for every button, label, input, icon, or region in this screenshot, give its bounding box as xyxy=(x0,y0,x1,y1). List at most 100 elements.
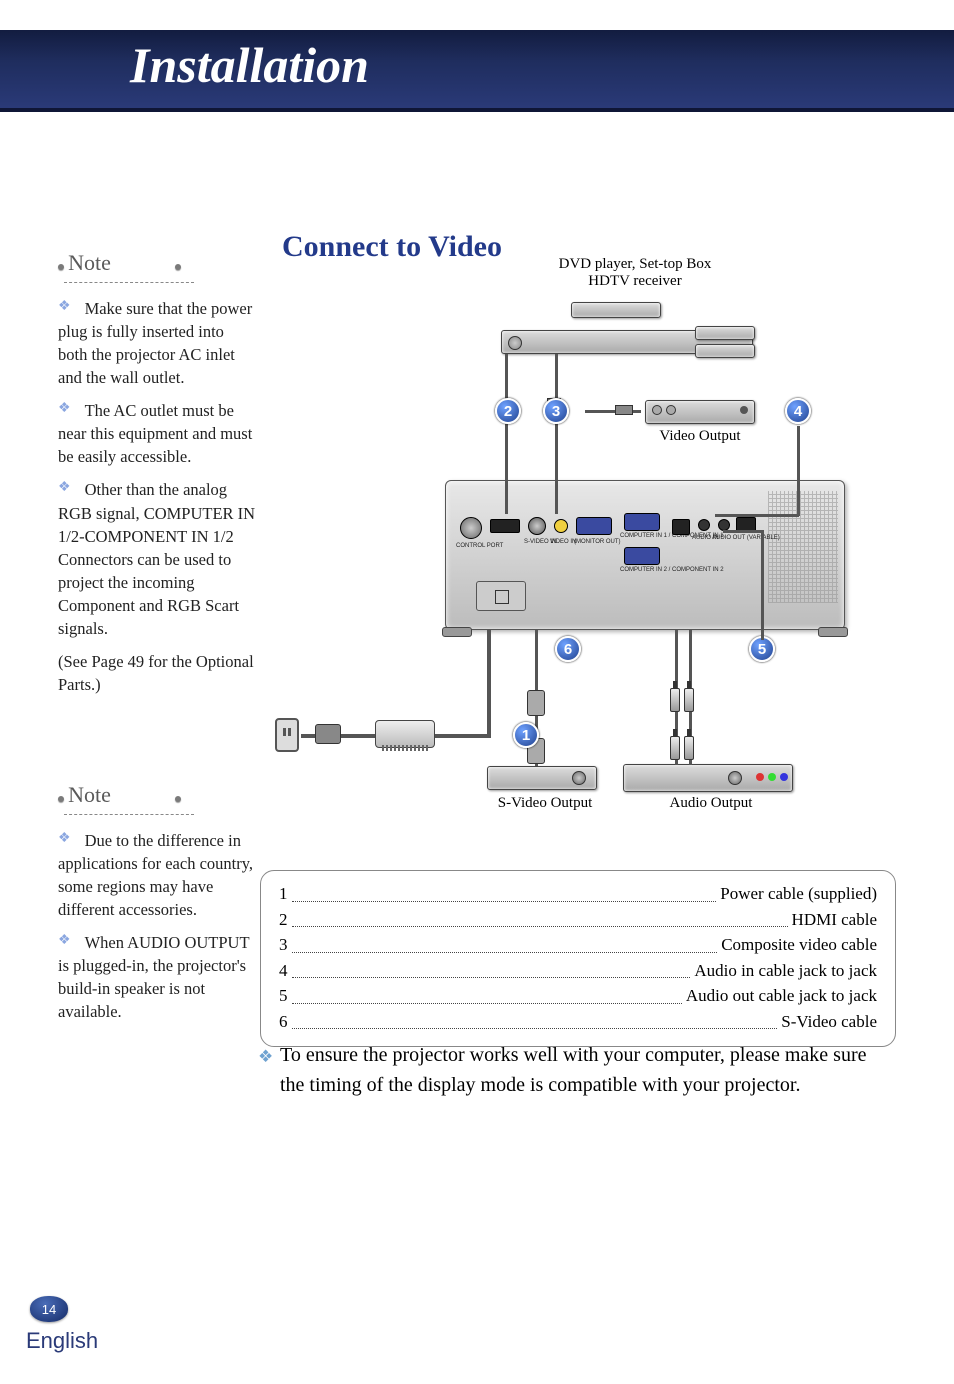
video-output-device xyxy=(645,400,755,424)
legend-num: 6 xyxy=(279,1009,288,1035)
speaker-grill xyxy=(768,491,838,603)
audio-in-cable-v xyxy=(797,426,800,516)
rca-connector xyxy=(684,688,694,712)
legend-row: 6 S-Video cable xyxy=(279,1009,877,1035)
computer-in-2-port xyxy=(624,547,660,565)
note-footnote: (See Page 49 for the Optional Parts.) xyxy=(58,650,256,696)
monitor-out-port xyxy=(576,517,612,535)
composite-cable xyxy=(555,354,558,514)
title-bar: Installation xyxy=(0,30,954,120)
power-cable xyxy=(487,630,491,738)
legend-num: 2 xyxy=(279,907,288,933)
diagram-marker-4: 4 xyxy=(785,398,811,424)
legend-row: 5 Audio out cable jack to jack xyxy=(279,983,877,1009)
legend-dots xyxy=(292,983,682,1004)
projector-foot xyxy=(442,627,472,637)
power-plug xyxy=(315,724,341,744)
audio-device xyxy=(623,764,793,792)
port-label: CONTROL PORT xyxy=(456,543,503,549)
rca-connector xyxy=(684,736,694,760)
legend-row: 4 Audio in cable jack to jack xyxy=(279,958,877,984)
note-text: When AUDIO OUTPUT is plugged-in, the pro… xyxy=(58,933,249,1021)
legend-dots xyxy=(292,932,718,953)
page-footer: 14 English xyxy=(30,1296,98,1354)
note-text: Make sure that the power plug is fully i… xyxy=(58,299,252,387)
note-item: ❖The AC outlet must be near this equipme… xyxy=(58,399,256,468)
diagram-marker-6: 6 xyxy=(555,636,581,662)
diamond-bullet-icon: ❖ xyxy=(58,297,71,317)
label-line: HDTV receiver xyxy=(588,273,681,289)
svideo-connector xyxy=(527,690,545,716)
svideo-port xyxy=(528,517,546,535)
note-item: ❖Make sure that the power plug is fully … xyxy=(58,297,256,389)
page-number: 14 xyxy=(30,1296,68,1322)
note-heading-1: Note xyxy=(68,248,111,279)
power-adapter xyxy=(375,720,435,748)
audio-out-cable-v xyxy=(761,530,764,640)
port-label: VIDEO IN xyxy=(550,539,576,545)
video-output-label: Video Output xyxy=(645,428,755,445)
cable-legend: 1 Power cable (supplied) 2 HDMI cable 3 Com… xyxy=(260,870,896,1047)
hdmi-cable xyxy=(505,354,508,514)
pin-icon xyxy=(58,264,64,270)
port-label: COMPUTER IN 2 / COMPONENT IN 2 xyxy=(620,567,724,573)
rca-connector xyxy=(670,688,680,712)
legend-num: 4 xyxy=(279,958,288,984)
note-heading-2: Note xyxy=(68,780,111,811)
note-sidebar-1: Note ❖Make sure that the power plug is f… xyxy=(58,248,256,706)
page-title: Installation xyxy=(130,36,369,94)
lan-port xyxy=(672,519,690,535)
hdmi-port xyxy=(490,519,520,533)
control-port xyxy=(460,517,482,539)
audio-in-port xyxy=(698,519,710,531)
note-item: ❖When AUDIO OUTPUT is plugged-in, the pr… xyxy=(58,931,258,1023)
legend-label: Power cable (supplied) xyxy=(720,881,877,907)
svideo-device xyxy=(487,766,597,790)
note-text: Other than the analog RGB signal, COMPUT… xyxy=(58,480,255,638)
diagram-marker-1: 1 xyxy=(513,722,539,748)
closing-note: ❖ To ensure the projector works well wit… xyxy=(280,1040,880,1100)
legend-dots xyxy=(292,881,717,902)
port-label: (MONITOR OUT) xyxy=(574,539,621,545)
device-box xyxy=(571,302,661,318)
legend-label: Audio out cable jack to jack xyxy=(686,983,877,1009)
legend-dots xyxy=(292,1009,778,1030)
legend-label: HDMI cable xyxy=(792,907,877,933)
computer-in-1-port xyxy=(624,513,660,531)
power-inlet xyxy=(476,581,526,611)
video-port xyxy=(554,519,568,533)
legend-num: 5 xyxy=(279,983,288,1009)
note-text: Due to the difference in applications fo… xyxy=(58,831,253,919)
wall-socket xyxy=(275,718,299,752)
projector-foot xyxy=(818,627,848,637)
svideo-output-label: S-Video Output xyxy=(475,795,615,812)
diagram-marker-3: 3 xyxy=(543,398,569,424)
source-device-label: DVD player, Set-top Box HDTV receiver xyxy=(515,256,755,290)
diamond-bullet-icon: ❖ xyxy=(258,1044,273,1070)
legend-dots xyxy=(292,907,788,928)
label-line: DVD player, Set-top Box xyxy=(559,256,712,272)
cable-plug xyxy=(615,405,633,415)
device-small xyxy=(695,344,755,358)
legend-dots xyxy=(292,958,691,979)
audio-output-label: Audio Output xyxy=(641,795,781,812)
legend-row: 3 Composite video cable xyxy=(279,932,877,958)
legend-label: Composite video cable xyxy=(721,932,877,958)
legend-label: Audio in cable jack to jack xyxy=(694,958,877,984)
legend-row: 1 Power cable (supplied) xyxy=(279,881,877,907)
audio-in-cable-h xyxy=(715,514,799,517)
legend-num: 1 xyxy=(279,881,288,907)
port-label: AUDIO OUT (VARIABLE) xyxy=(712,535,780,541)
page-language: English xyxy=(26,1328,98,1354)
legend-label: S-Video cable xyxy=(781,1009,877,1035)
note-item: ❖Other than the analog RGB signal, COMPU… xyxy=(58,478,256,640)
rca-connector xyxy=(670,736,680,760)
diagram-marker-2: 2 xyxy=(495,398,521,424)
note-text: The AC outlet must be near this equipmen… xyxy=(58,401,252,466)
note-item: ❖Due to the difference in applications f… xyxy=(58,829,258,921)
diamond-bullet-icon: ❖ xyxy=(58,478,71,498)
pin-icon xyxy=(58,796,64,802)
diamond-bullet-icon: ❖ xyxy=(58,829,71,849)
legend-num: 3 xyxy=(279,932,288,958)
audio-out-cable-h xyxy=(723,530,763,533)
